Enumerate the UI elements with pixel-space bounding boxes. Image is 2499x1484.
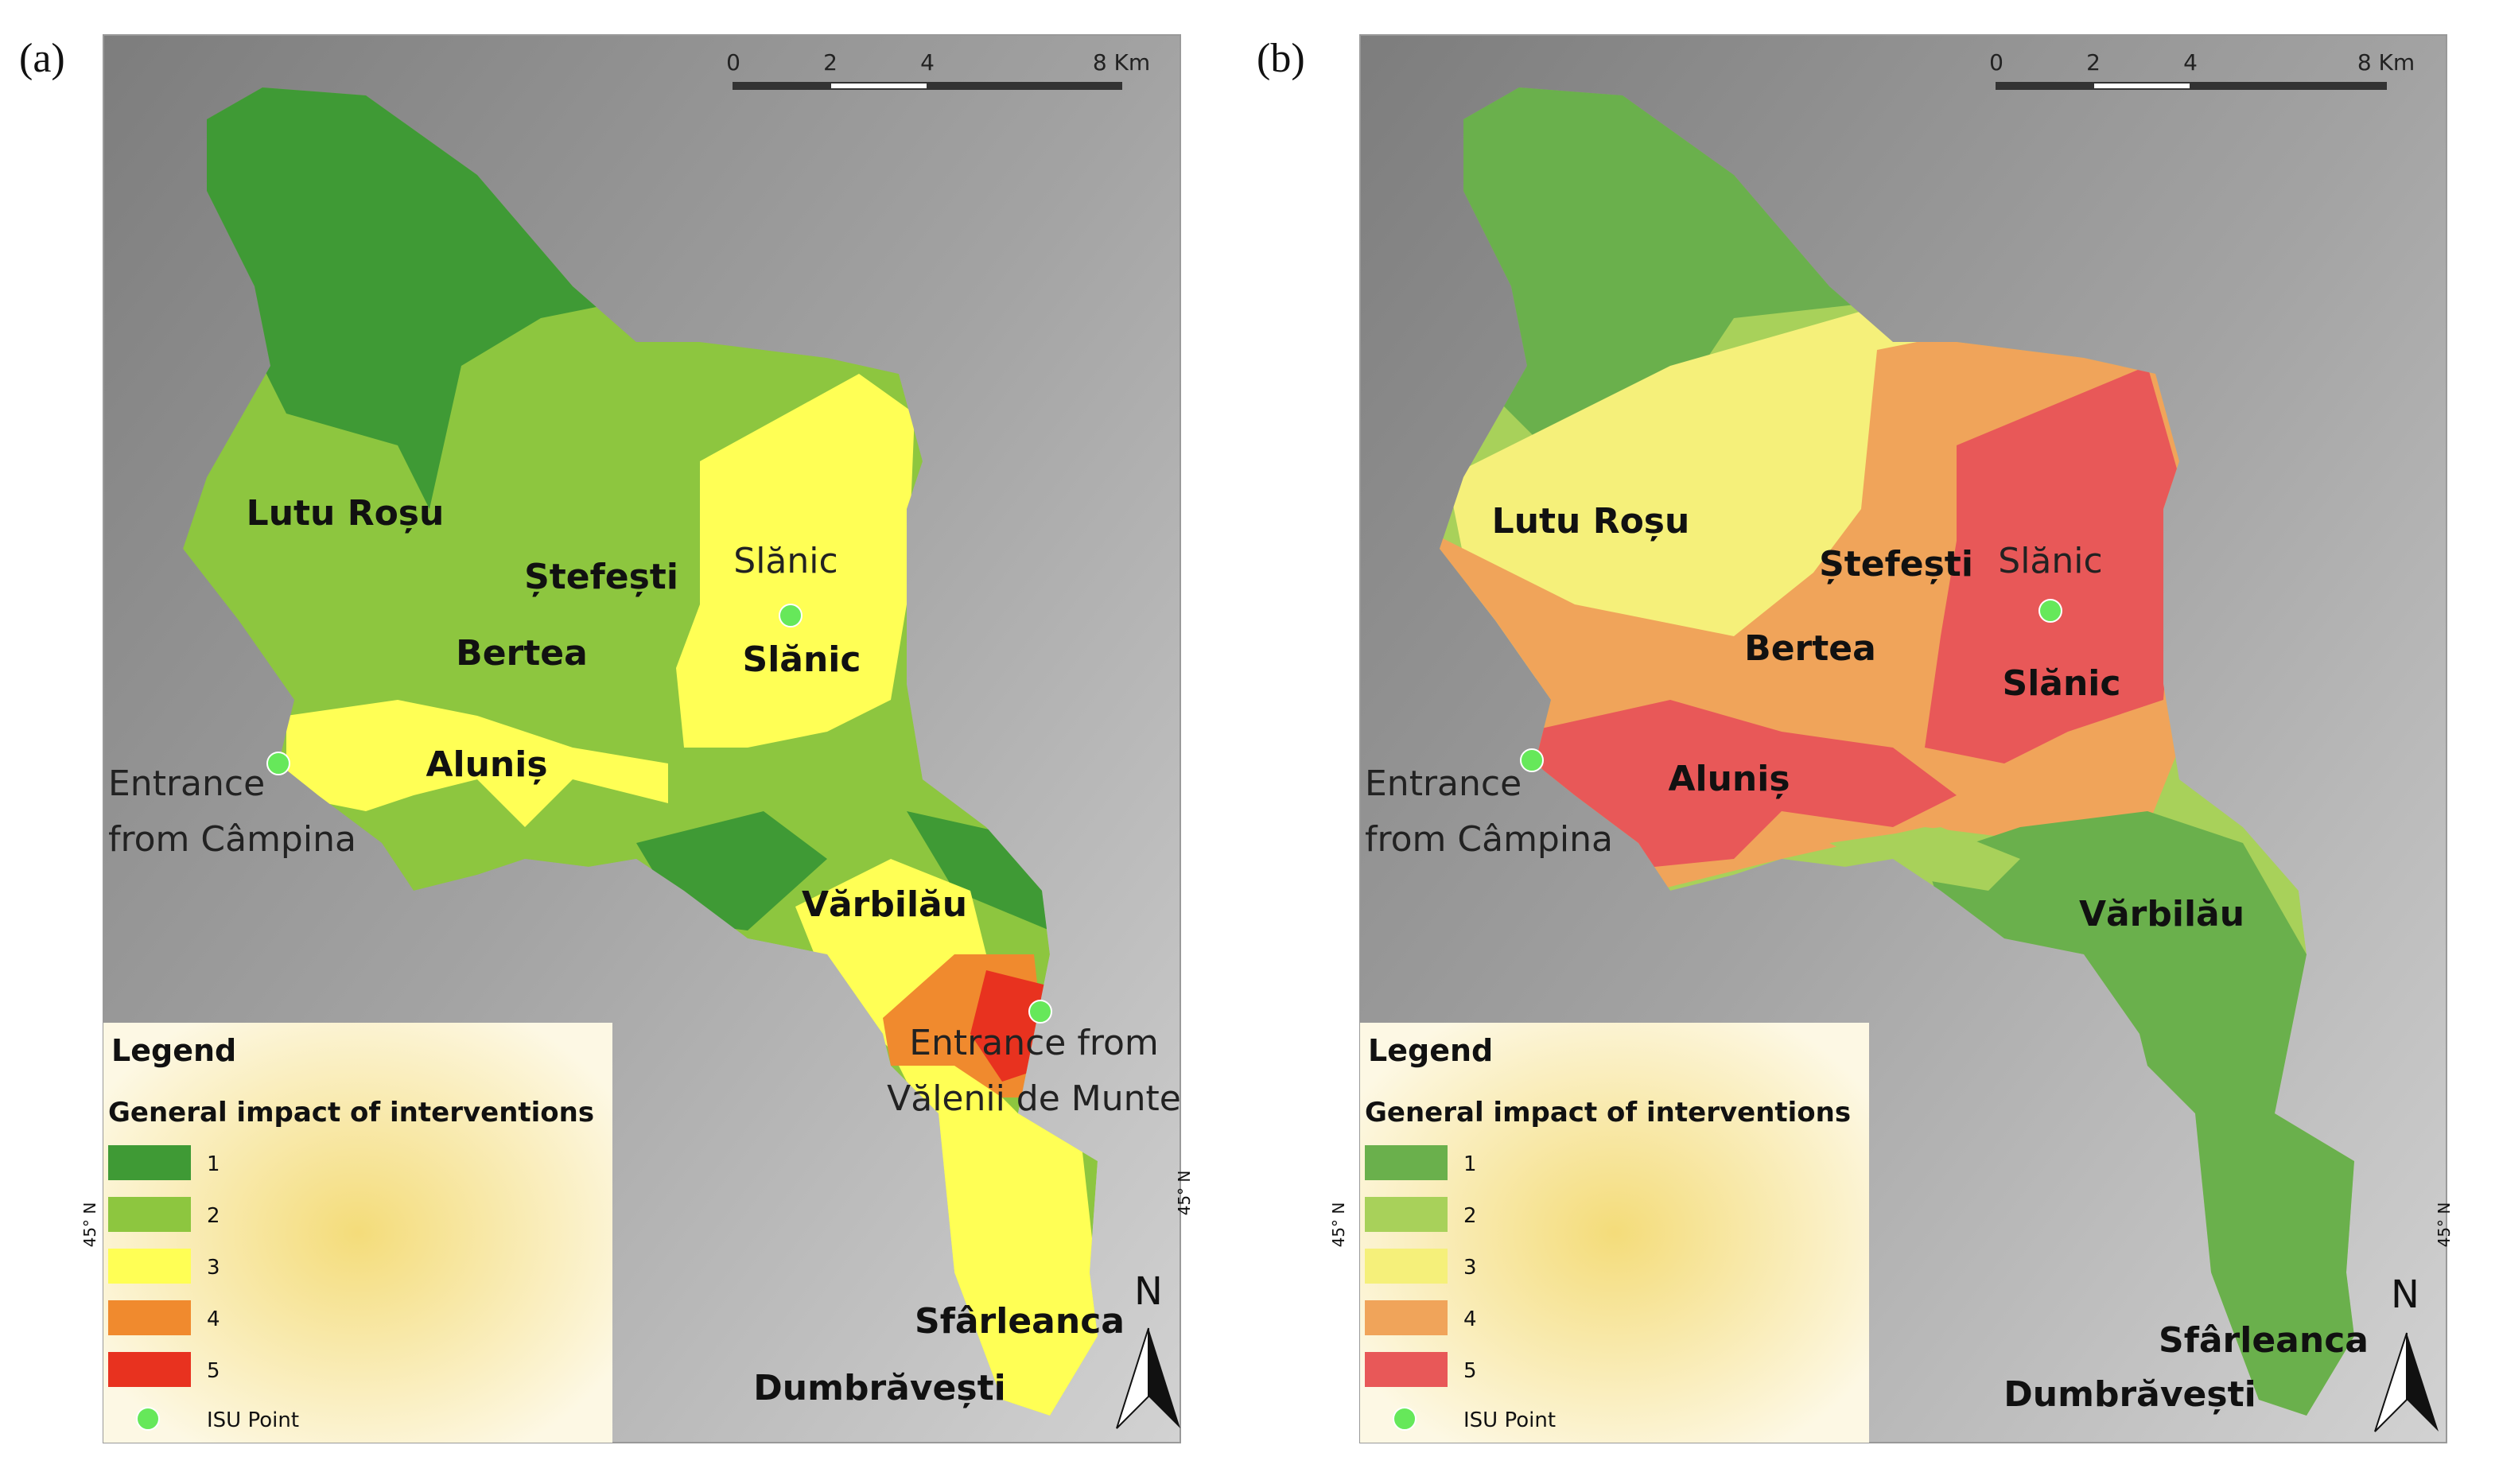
place-label: Sfârleanca (2159, 1320, 2369, 1361)
legend-label: 4 (207, 1307, 220, 1331)
place-label: Slănic (2003, 663, 2121, 704)
isu-point (779, 604, 803, 627)
place-label: Entrance (108, 763, 265, 804)
impact-zones (1440, 87, 2354, 1416)
legend-swatch (1365, 1352, 1448, 1387)
latitude-label: 45° N (1329, 1202, 1348, 1248)
place-label: Vălenii de Munte (887, 1078, 1181, 1119)
place-label: Slănic (743, 639, 861, 680)
legend-label: ISU Point (1463, 1408, 1556, 1432)
place-label: from Câmpina (108, 819, 356, 860)
scale-label: 8 Km (1093, 49, 1150, 76)
place-label: Dumbrăvești (753, 1368, 1005, 1408)
place-label: Entrance (1365, 763, 1522, 804)
legend-subtitle: General impact of interventions (1365, 1097, 1851, 1129)
place-label: Vărbilău (2079, 894, 2244, 934)
legend-swatch (108, 1352, 191, 1387)
legend-swatch (1365, 1249, 1448, 1284)
scale-label: 2 (2086, 49, 2101, 76)
legend-label: 2 (1463, 1204, 1477, 1228)
legend-label: 4 (1463, 1307, 1477, 1331)
place-label: Ștefești (524, 557, 678, 597)
legend-label: ISU Point (207, 1408, 299, 1432)
legend-label: 1 (207, 1152, 220, 1176)
legend-label: 3 (1463, 1256, 1477, 1280)
place-label: Aluniș (426, 744, 547, 785)
legend-label: 5 (207, 1359, 220, 1383)
legend-swatch (108, 1145, 191, 1180)
place-label: Slănic (1998, 541, 2102, 581)
legend-label: 1 (1463, 1152, 1477, 1176)
scale-label: 0 (1989, 49, 2003, 76)
place-label: Sfârleanca (915, 1301, 1125, 1342)
legend-isu-symbol (1393, 1407, 1417, 1431)
place-label: Entrance from (909, 1023, 1159, 1063)
place-label: from Câmpina (1365, 819, 1613, 860)
panel-label: (a) (19, 36, 65, 81)
legend-label: 5 (1463, 1359, 1477, 1383)
scale-label: 2 (823, 49, 838, 76)
scale-label: 4 (2183, 49, 2198, 76)
isu-point (1520, 748, 1544, 772)
panel-label: (b) (1257, 36, 1305, 81)
legend-swatch (108, 1249, 191, 1284)
legend-label: 2 (207, 1204, 220, 1228)
place-label: Bertea (1744, 628, 1876, 669)
place-label: Ștefești (1819, 544, 1973, 585)
latitude-label: 45° N (2435, 1202, 2454, 1248)
north-arrow (1116, 1327, 2439, 1432)
isu-point (1028, 1000, 1052, 1024)
legend-isu-symbol (136, 1407, 160, 1431)
place-label: Bertea (456, 633, 588, 674)
north-label: N (1134, 1269, 1163, 1314)
legend-swatch (108, 1300, 191, 1335)
scale-bar (733, 82, 2387, 90)
legend-swatch (108, 1197, 191, 1232)
legend-swatch (1365, 1300, 1448, 1335)
place-label: Lutu Roșu (1492, 501, 1690, 542)
latitude-label: 45° N (1175, 1171, 1194, 1216)
legend-swatch (1365, 1145, 1448, 1180)
scale-label: 0 (726, 49, 740, 76)
isu-point (2038, 599, 2062, 623)
legend-title: Legend (1368, 1033, 1493, 1068)
place-label: Slănic (733, 541, 838, 581)
legend-swatch (1365, 1197, 1448, 1232)
place-label: Dumbrăvești (2003, 1374, 2256, 1415)
latitude-label: 45° N (80, 1202, 99, 1248)
north-label: N (2391, 1272, 2419, 1317)
place-label: Vărbilău (802, 884, 967, 925)
scale-label: 4 (920, 49, 935, 76)
legend-title: Legend (111, 1033, 236, 1068)
place-label: Lutu Roșu (247, 493, 445, 534)
legend-label: 3 (207, 1256, 220, 1280)
legend-subtitle: General impact of interventions (108, 1097, 594, 1129)
isu-point (266, 752, 290, 775)
place-label: Aluniș (1668, 759, 1790, 799)
scale-label: 8 Km (2357, 49, 2415, 76)
